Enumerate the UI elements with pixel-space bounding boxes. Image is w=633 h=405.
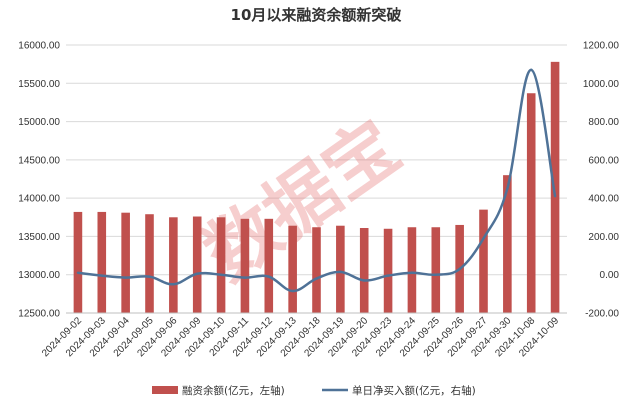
x-axis: 2024-09-022024-09-032024-09-042024-09-05…: [40, 312, 567, 359]
y-right-tick-label: 200.00: [588, 232, 619, 243]
line-point: [363, 279, 366, 282]
y-left-tick-label: 15000.00: [18, 117, 60, 128]
line-point: [172, 283, 175, 286]
bar: [192, 216, 202, 313]
y-right-tick-label: 1000.00: [583, 79, 620, 90]
y-right-tick-label: -200.00: [585, 309, 619, 320]
y-axis-left: 12500.00 13000.00 13500.00 14000.00 14500.00…: [18, 41, 60, 320]
y-right-tick-label: 600.00: [588, 155, 619, 166]
line-point: [76, 271, 80, 274]
bar: [121, 212, 130, 313]
bar: [97, 211, 107, 313]
bar: [479, 209, 488, 313]
line-point: [148, 275, 151, 278]
legend: 融资余额(亿元，左轴) 单日净买入额(亿元，右轴): [152, 384, 476, 397]
bar: [383, 228, 393, 313]
line-point: [291, 289, 294, 293]
bar: [526, 93, 536, 314]
line-point: [482, 237, 485, 240]
bar: [550, 61, 560, 313]
y-right-tick-label: 0.00: [600, 270, 620, 281]
legend-swatch-bar: [152, 386, 178, 394]
bar: [169, 217, 178, 313]
bar: [431, 227, 441, 313]
line-point: [196, 272, 199, 275]
series-line: [77, 68, 557, 293]
y-right-tick-label: 1200.00: [583, 41, 620, 52]
bar: [359, 228, 369, 313]
line-point: [530, 68, 533, 72]
bar: [264, 218, 274, 313]
line-point: [410, 271, 414, 274]
bar: [503, 175, 512, 313]
bar: [240, 218, 250, 313]
line-point: [339, 270, 342, 274]
line-point: [553, 195, 557, 198]
line-point: [267, 275, 270, 278]
line-point: [100, 274, 103, 277]
y-right-tick-label: 400.00: [588, 194, 619, 205]
line-point: [124, 276, 127, 279]
chart-title: 10月以来融资余额新突破: [231, 6, 402, 24]
legend-label-bar: 融资余额(亿元，左轴): [182, 384, 285, 397]
y-left-tick-label: 15500.00: [18, 79, 60, 90]
y-left-tick-label: 12500.00: [18, 309, 60, 320]
line-point: [506, 187, 509, 190]
line-point: [243, 276, 247, 279]
y-right-tick-label: 800.00: [588, 117, 619, 128]
bar: [73, 211, 83, 313]
bar: [288, 225, 297, 313]
y-left-tick-label: 16000.00: [18, 41, 60, 52]
y-left-tick-label: 14500.00: [18, 155, 60, 166]
y-axis-right: -200.00 0.00 200.00 400.00 600.00 800.00 1000.…: [583, 41, 620, 320]
bar: [336, 225, 345, 313]
line-point: [315, 277, 318, 280]
legend-label-line: 单日净买入额(亿元，右轴): [352, 384, 476, 397]
line-point: [219, 273, 223, 276]
y-left-tick-label: 14000.00: [18, 194, 60, 205]
bar: [145, 214, 154, 313]
bar: [312, 227, 321, 313]
y-left-tick-label: 13000.00: [18, 270, 60, 281]
line-point: [458, 267, 461, 271]
line-series: [76, 68, 557, 293]
bar: [216, 217, 226, 313]
line-point: [434, 273, 437, 276]
bar: [407, 227, 417, 313]
line-point: [386, 274, 390, 277]
y-left-tick-label: 13500.00: [18, 232, 60, 243]
